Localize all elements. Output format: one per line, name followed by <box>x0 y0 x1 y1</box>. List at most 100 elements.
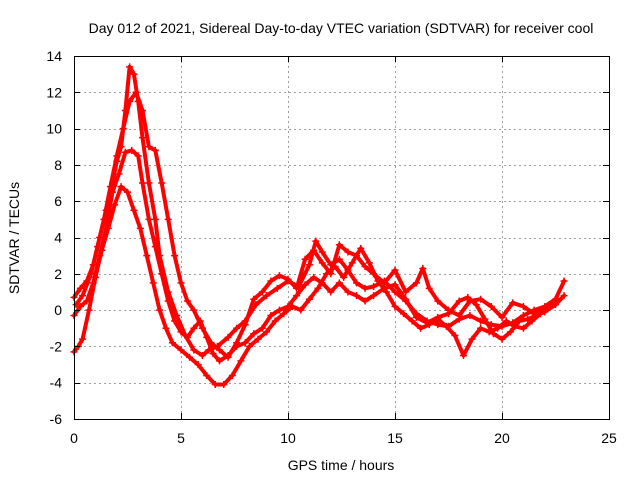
data-point <box>419 264 427 272</box>
data-point <box>171 317 179 325</box>
data-point <box>124 188 131 196</box>
data-point <box>425 284 433 292</box>
data-point <box>348 259 356 267</box>
data-point <box>250 330 258 338</box>
data-point <box>402 288 410 296</box>
x-tick-label: 0 <box>70 430 78 446</box>
data-point <box>391 302 399 310</box>
data-point <box>434 297 442 305</box>
data-point <box>335 279 343 287</box>
series-track-a <box>70 63 568 359</box>
data-point <box>352 292 360 300</box>
data-point <box>434 315 442 323</box>
data-point <box>340 273 348 281</box>
data-point <box>190 324 198 332</box>
data-point <box>275 272 283 280</box>
data-point <box>241 339 249 347</box>
data-point <box>203 371 211 379</box>
data-point <box>104 224 112 232</box>
data-point <box>190 306 198 314</box>
y-tick-labels: -6 -4 -2 0 2 4 6 8 10 12 14 <box>46 48 62 427</box>
data-point <box>168 339 176 347</box>
data-point <box>151 215 159 223</box>
series-line <box>72 184 560 387</box>
data-point <box>245 342 253 350</box>
data-point <box>198 324 206 332</box>
data-point <box>228 371 236 379</box>
x-tick-label: 20 <box>494 430 510 446</box>
data-point <box>519 324 527 332</box>
data-point <box>357 244 365 252</box>
data-point <box>145 215 153 223</box>
data-point <box>79 292 87 300</box>
x-tick-label: 5 <box>177 430 185 446</box>
data-point <box>263 328 271 336</box>
data-point <box>194 361 202 369</box>
y-tick-label: 6 <box>54 193 62 209</box>
y-tick-label: -6 <box>50 411 63 427</box>
data-point <box>451 332 459 340</box>
data-point <box>361 263 369 271</box>
data-point <box>138 134 146 142</box>
data-point <box>502 317 510 325</box>
data-point <box>151 146 159 154</box>
data-point <box>408 317 416 325</box>
data-point <box>391 288 399 296</box>
data-point <box>233 324 241 332</box>
data-point <box>156 306 164 314</box>
data-point <box>481 315 489 323</box>
data-point <box>85 306 93 314</box>
y-tick-label: 0 <box>54 302 62 318</box>
x-axis-label: GPS time / hours <box>288 457 395 473</box>
data-point <box>138 106 146 114</box>
y-tick-label: 4 <box>54 230 62 246</box>
data-point <box>365 259 373 267</box>
y-tick-label: 10 <box>46 121 62 137</box>
data-point <box>477 295 485 303</box>
y-tick-label: 12 <box>46 84 62 100</box>
data-point <box>391 281 399 289</box>
y-tick-label: -2 <box>50 338 63 354</box>
data-point <box>293 284 301 292</box>
data-point <box>250 295 258 303</box>
data-point <box>233 339 241 347</box>
data-point <box>132 88 140 96</box>
data-point <box>258 288 266 296</box>
data-point <box>519 312 527 320</box>
data-point <box>361 284 369 292</box>
data-point <box>271 317 279 325</box>
data-point <box>318 259 326 267</box>
data-point <box>143 252 151 260</box>
data-point <box>267 312 275 320</box>
data-point <box>190 346 198 354</box>
data-point <box>293 292 301 300</box>
data-point <box>477 317 485 325</box>
data-point <box>560 277 568 285</box>
data-point <box>552 299 559 307</box>
data-point <box>76 302 84 310</box>
data-point <box>237 357 245 365</box>
data-point <box>412 279 420 287</box>
data-point <box>466 312 474 320</box>
data-point <box>498 313 506 321</box>
data-point <box>459 351 467 359</box>
y-tick-label: 8 <box>54 157 62 173</box>
data-point <box>158 270 166 278</box>
data-point <box>209 350 217 358</box>
x-tick-label: 10 <box>280 430 296 446</box>
data-point <box>100 215 108 223</box>
data-point <box>98 246 106 254</box>
data-point <box>128 146 136 154</box>
data-point <box>301 255 309 263</box>
data-point <box>177 328 185 336</box>
data-point <box>498 335 506 343</box>
data-point <box>511 322 519 330</box>
data-point <box>106 183 114 191</box>
data-point <box>314 284 322 292</box>
data-point <box>507 328 515 336</box>
data-point <box>477 324 485 332</box>
data-point <box>382 288 390 296</box>
data-point <box>417 324 425 332</box>
data-point <box>267 277 275 285</box>
